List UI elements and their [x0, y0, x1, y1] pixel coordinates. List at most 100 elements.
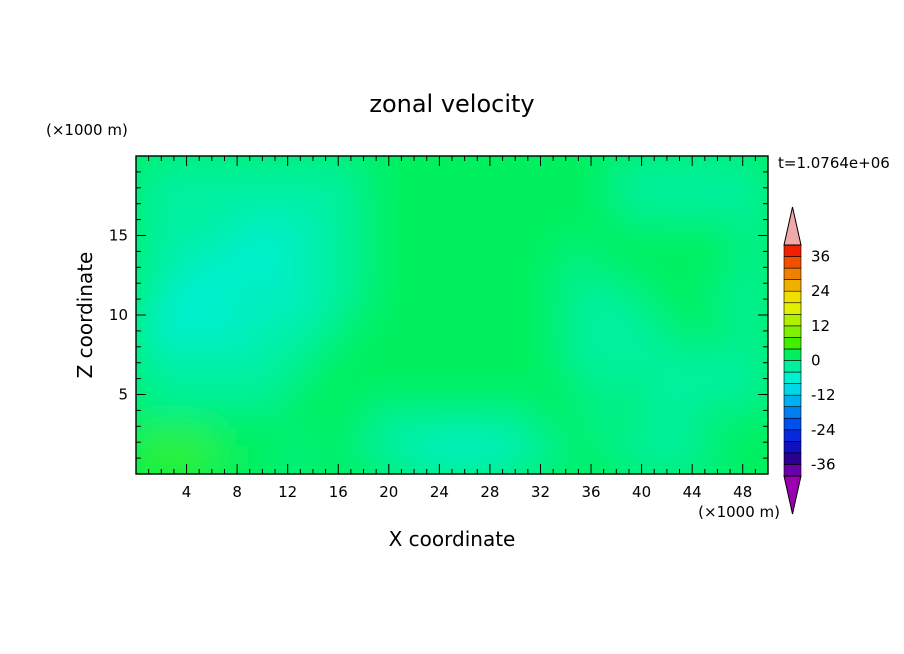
- field-cell: [210, 345, 239, 380]
- field-cell: [615, 377, 643, 412]
- field-cell: [615, 250, 643, 285]
- field-cell: [185, 377, 213, 412]
- colorbar-tick-label: 0: [811, 352, 821, 370]
- field-cell: [539, 441, 567, 474]
- field-cell: [615, 441, 643, 474]
- field-cell: [311, 186, 340, 221]
- x-tick-label: 12: [278, 483, 297, 501]
- field-cell: [590, 282, 618, 316]
- field-cell: [160, 218, 188, 253]
- field-cell: [337, 441, 365, 474]
- field-cell: [236, 218, 264, 253]
- x-tick-label: 44: [683, 483, 702, 501]
- field-cell: [160, 314, 188, 348]
- field-cell: [413, 314, 441, 348]
- field-cell: [261, 409, 289, 444]
- field-cell: [438, 345, 466, 380]
- field-cell: [640, 441, 668, 474]
- field-cell: [185, 409, 213, 444]
- field-cell: [691, 345, 719, 380]
- colorbar-swatch: [783, 394, 802, 407]
- field-cell: [185, 345, 213, 380]
- field-cell: [413, 250, 441, 285]
- field-cell: [413, 441, 441, 474]
- field-cell: [185, 314, 213, 348]
- field-cell: [615, 156, 643, 189]
- field-cell: [665, 282, 694, 316]
- field-cell: [261, 250, 289, 285]
- field-cell: [413, 377, 441, 412]
- field-cell: [160, 409, 188, 444]
- field-cell: [615, 218, 643, 253]
- y-axis-label: Z coordinate: [73, 252, 97, 379]
- field-cell: [716, 314, 744, 348]
- field-cell: [590, 441, 618, 474]
- field-cell: [286, 409, 314, 444]
- colorbar-swatch: [783, 302, 802, 315]
- field-cell: [337, 377, 365, 412]
- field-cell: [716, 345, 744, 380]
- field-cell: [488, 441, 517, 474]
- field-cell: [362, 377, 390, 412]
- field-cell: [413, 218, 441, 253]
- field-cell: [438, 409, 466, 444]
- colorbar-swatch: [783, 360, 802, 373]
- field-cell: [236, 314, 264, 348]
- field-cell: [691, 441, 719, 474]
- field-cell: [590, 250, 618, 285]
- field-cell: [665, 314, 694, 348]
- field-cell: [488, 314, 517, 348]
- field-cell: [413, 345, 441, 380]
- field-cell: [665, 250, 694, 285]
- colorbar-swatch: [783, 383, 802, 396]
- field-cell: [590, 345, 618, 380]
- x-tick-label: 28: [480, 483, 499, 501]
- colorbar-over-arrow: [783, 206, 802, 246]
- field-cell: [488, 156, 517, 189]
- field-cell: [210, 218, 239, 253]
- field-cell: [539, 377, 567, 412]
- field-cell: [236, 186, 264, 221]
- field-cell: [438, 156, 466, 189]
- field-cell: [564, 377, 593, 412]
- field-cell: [539, 156, 567, 189]
- field-cell: [160, 186, 188, 221]
- field-cell: [311, 156, 340, 189]
- field-cell: [716, 441, 744, 474]
- field-cell: [311, 345, 340, 380]
- field-cell: [488, 345, 517, 380]
- field-cell: [691, 186, 719, 221]
- field-cell: [463, 282, 491, 316]
- field-cell: [438, 377, 466, 412]
- colorbar-tick-label: 24: [811, 282, 830, 300]
- field-cell: [539, 314, 567, 348]
- field-cell: [185, 156, 213, 189]
- field-cell: [160, 282, 188, 316]
- chart-title: zonal velocity: [369, 90, 534, 118]
- field-cell: [488, 250, 517, 285]
- field-cell: [413, 282, 441, 316]
- field-cell: [539, 250, 567, 285]
- field-cell: [564, 409, 593, 444]
- field-cell: [261, 282, 289, 316]
- field-cell: [691, 314, 719, 348]
- field-cell: [185, 218, 213, 253]
- field-cell: [564, 218, 593, 253]
- field-cell: [488, 409, 517, 444]
- field-cell: [615, 282, 643, 316]
- field-cell: [564, 282, 593, 316]
- x-tick-label: 4: [182, 483, 192, 501]
- field-cell: [539, 186, 567, 221]
- field-cell: [590, 156, 618, 189]
- field-cell: [387, 345, 416, 380]
- field-cell: [286, 218, 314, 253]
- field-cell: [311, 409, 340, 444]
- field-cell: [716, 282, 744, 316]
- colorbar-swatch: [783, 279, 802, 292]
- field-cell: [665, 441, 694, 474]
- field-cell: [311, 282, 340, 316]
- colorbar-tick-label: 36: [811, 248, 830, 266]
- field-cell: [311, 377, 340, 412]
- field-cell: [185, 250, 213, 285]
- colorbar-swatch: [783, 325, 802, 338]
